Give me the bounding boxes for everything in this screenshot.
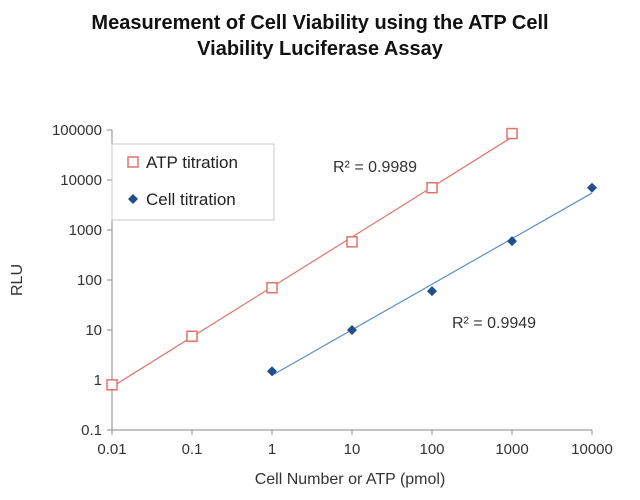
- y-tick-label: 100: [77, 272, 102, 289]
- data-point-cell: [347, 325, 357, 335]
- x-tick-label: 10000: [571, 441, 613, 458]
- legend-box: [111, 143, 275, 221]
- data-point-atp: [186, 330, 198, 342]
- legend-marker-cell: [128, 194, 138, 204]
- legend-marker-atp: [127, 156, 139, 168]
- y-tick-label: 0.1: [81, 422, 102, 439]
- x-axis-title: Cell Number or ATP (pmol): [255, 471, 446, 488]
- chart-title-line-1: Measurement of Cell Viability using the …: [91, 12, 549, 34]
- x-tick-label: 1: [268, 441, 276, 458]
- y-axis-title: RLU: [9, 264, 26, 296]
- data-point-cell: [267, 366, 277, 377]
- trendline-atp: [111, 136, 513, 388]
- chart-title-line-2: Viability Luciferase Assay: [197, 38, 443, 60]
- data-point-cell: [507, 236, 517, 247]
- trendlines: [111, 136, 593, 388]
- legend-label-cell: Cell titration: [146, 190, 236, 209]
- data-point-atp: [106, 379, 118, 391]
- data-point-atp: [426, 181, 438, 194]
- y-tick-label: 1: [94, 372, 102, 389]
- data-point-atp: [266, 281, 278, 294]
- y-tick-label: 10: [85, 322, 102, 339]
- data-point-cell: [427, 286, 437, 297]
- data-point-cell: [587, 182, 597, 193]
- tick-labels: 0.01 0.1 1 10 100 1000 10000 0.1 1 10 100 1000 10000…: [52, 122, 613, 458]
- data-points: [106, 127, 597, 391]
- x-tick-label: 1000: [495, 441, 528, 458]
- x-tick-label: 0.01: [97, 441, 126, 458]
- r2-label-cell: R² = 0.9949: [452, 315, 536, 332]
- x-tick-label: 0.1: [182, 441, 203, 458]
- legend-label-atp: ATP titration: [146, 153, 238, 172]
- data-point-atp: [506, 127, 518, 140]
- x-tick-label: 10: [344, 441, 361, 458]
- y-tick-label: 10000: [60, 172, 102, 189]
- r2-label-atp: R² = 0.9989: [333, 159, 417, 176]
- x-tick-label: 100: [419, 441, 444, 458]
- y-tick-label: 1000: [69, 222, 102, 239]
- y-tick-label: 100000: [52, 122, 102, 139]
- legend: ATP titration Cell titration: [111, 143, 275, 221]
- data-point-atp: [346, 236, 358, 248]
- trendline-cell: [271, 192, 593, 376]
